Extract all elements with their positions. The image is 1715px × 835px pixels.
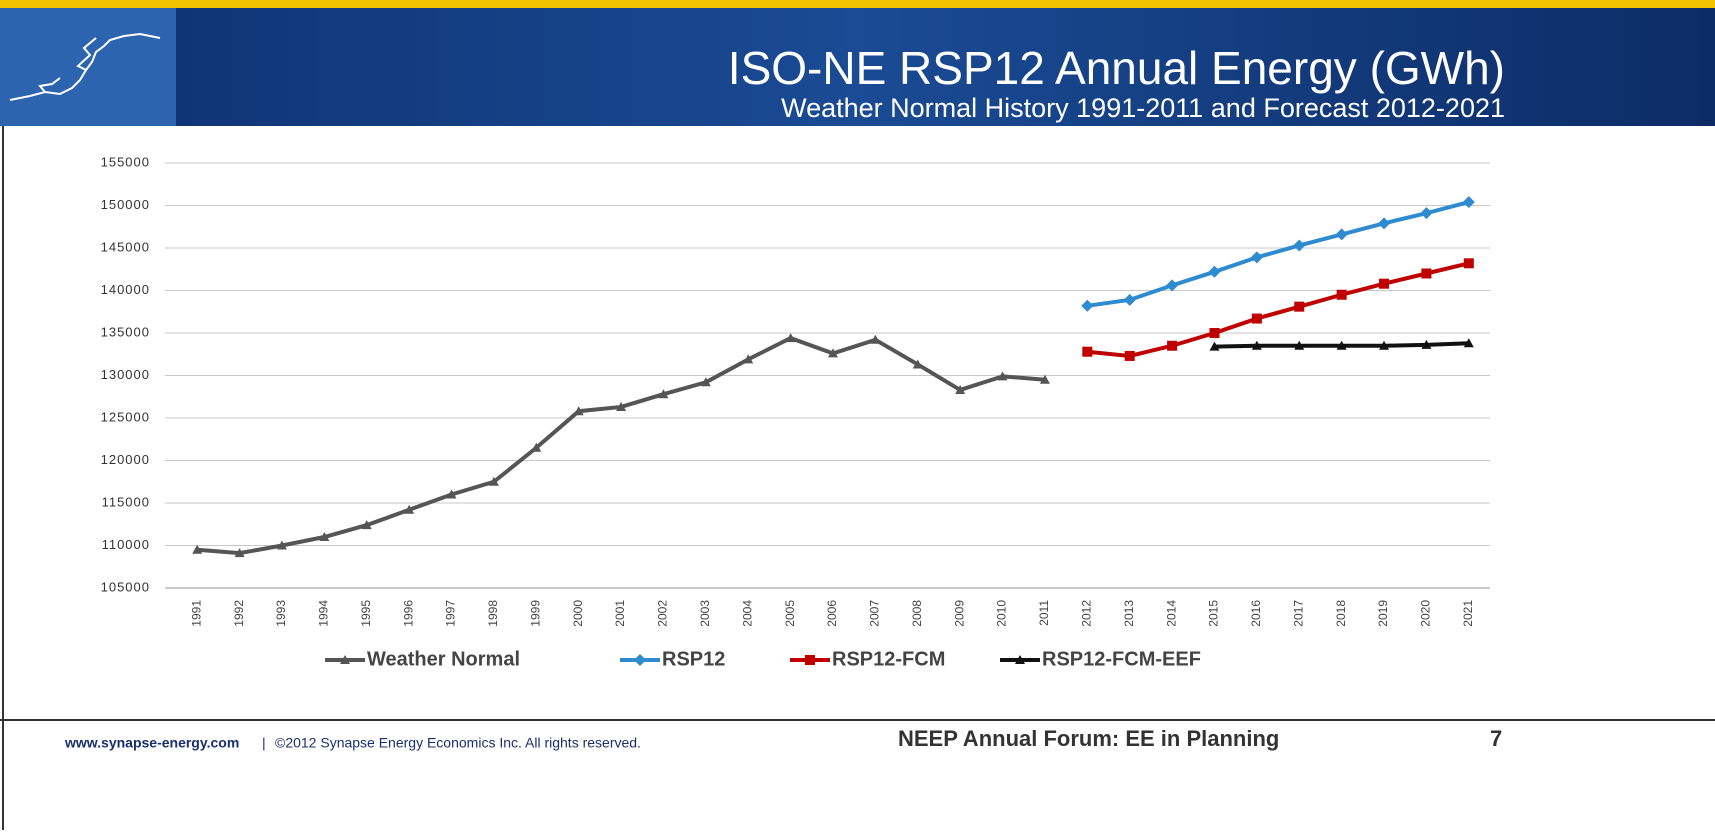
marker	[1124, 294, 1136, 306]
x-tick-label: 2004	[740, 600, 754, 627]
footer-event: NEEP Annual Forum: EE in Planning	[898, 726, 1279, 751]
x-tick-label: 2006	[825, 600, 839, 627]
x-tick-label: 2019	[1376, 600, 1390, 627]
x-tick-label: 2015	[1207, 600, 1221, 627]
slide: ISO-NE RSP12 Annual Energy (GWh) Weather…	[0, 0, 1715, 830]
x-tick-label: 1998	[486, 600, 500, 627]
y-tick-label: 135000	[101, 324, 150, 339]
marker	[1420, 207, 1432, 219]
y-tick-label: 120000	[101, 452, 150, 467]
x-tick-label: 1994	[317, 600, 331, 627]
x-tick-label: 2018	[1334, 600, 1348, 627]
marker	[1166, 279, 1178, 291]
x-tick-label: 2001	[613, 600, 627, 627]
x-tick-label: 1993	[274, 600, 288, 627]
x-tick-label: 1995	[359, 600, 373, 627]
legend-label: RSP12-FCM	[832, 648, 945, 670]
marker	[1082, 347, 1092, 357]
x-tick-label: 1992	[232, 600, 246, 627]
footer-url: www.synapse-energy.com	[64, 735, 239, 751]
y-tick-label: 110000	[102, 537, 150, 552]
y-tick-label: 125000	[101, 409, 150, 424]
footer-separator: |	[262, 735, 266, 751]
marker	[1251, 251, 1263, 263]
x-tick-label: 2012	[1079, 600, 1093, 627]
x-tick-label: 2002	[656, 600, 670, 627]
x-tick-label: 1991	[189, 600, 203, 627]
legend-label: Weather Normal	[367, 648, 520, 670]
series-line	[1087, 263, 1468, 356]
y-tick-label: 150000	[101, 197, 150, 212]
x-tick-label: 2009	[952, 600, 966, 627]
x-tick-label: 2003	[698, 600, 712, 627]
x-tick-label: 2008	[910, 600, 924, 627]
x-tick-label: 2014	[1164, 600, 1178, 627]
legend-marker	[634, 654, 646, 666]
marker	[1208, 266, 1220, 278]
marker	[1336, 228, 1348, 240]
marker	[1125, 351, 1135, 361]
marker	[1252, 314, 1262, 324]
marker	[1337, 290, 1347, 300]
marker	[1463, 196, 1475, 208]
x-tick-label: 2021	[1461, 600, 1475, 627]
marker	[1464, 258, 1474, 268]
legend-label: RSP12	[662, 648, 725, 670]
x-tick-label: 2005	[783, 600, 797, 627]
marker	[1421, 269, 1431, 279]
x-tick-label: 1996	[401, 600, 415, 627]
subtitle: Weather Normal History 1991-2011 and For…	[781, 93, 1505, 123]
x-tick-label: 2017	[1291, 600, 1305, 627]
x-tick-label: 2020	[1419, 600, 1433, 627]
x-tick-label: 1999	[528, 600, 542, 627]
y-tick-label: 115000	[102, 494, 150, 509]
y-tick-label: 155000	[101, 154, 150, 169]
legend-label: RSP12-FCM-EEF	[1042, 648, 1201, 670]
x-tick-label: 1997	[444, 600, 458, 627]
top-strip	[0, 0, 1715, 8]
legend-marker	[805, 655, 815, 665]
marker	[1293, 239, 1305, 251]
x-tick-label: 2016	[1249, 600, 1263, 627]
marker	[1209, 328, 1219, 338]
x-tick-label: 2000	[571, 600, 585, 627]
marker	[1081, 300, 1093, 312]
x-tick-label: 2010	[995, 600, 1009, 627]
marker	[1167, 341, 1177, 351]
y-tick-label: 105000	[101, 579, 150, 594]
series-line	[197, 338, 1045, 553]
title: ISO-NE RSP12 Annual Energy (GWh)	[728, 42, 1505, 94]
y-tick-label: 130000	[101, 367, 150, 382]
page-number: 7	[1490, 726, 1502, 751]
x-tick-label: 2007	[868, 600, 882, 627]
y-tick-label: 140000	[101, 282, 150, 297]
marker	[1378, 217, 1390, 229]
marker	[1379, 279, 1389, 289]
x-tick-label: 2011	[1037, 600, 1051, 626]
y-tick-label: 145000	[101, 239, 150, 254]
x-tick-label: 2013	[1122, 600, 1136, 627]
footer-copyright: ©2012 Synapse Energy Economics Inc. All …	[275, 735, 641, 751]
marker	[1294, 302, 1304, 312]
